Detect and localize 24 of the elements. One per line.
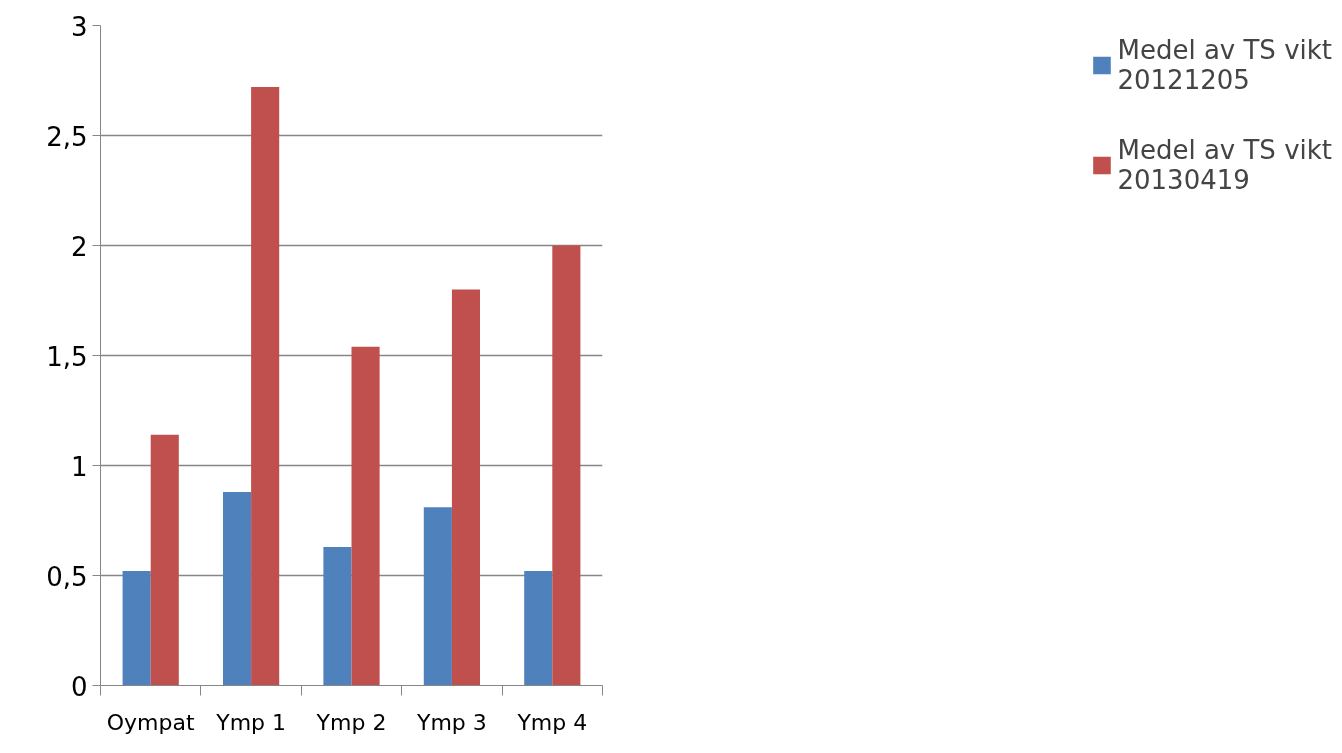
- y-tick-label: 1,5: [46, 341, 88, 372]
- bar: [423, 507, 452, 686]
- y-tick-label: 1: [70, 451, 88, 482]
- bar: [524, 571, 553, 686]
- y-tick-label: 3: [70, 11, 88, 42]
- x-tick-label: Ymp 1: [215, 709, 287, 735]
- x-tick-label: Ymp 3: [415, 709, 487, 735]
- legend-label: Medel av TS vikt 20121205: [1117, 35, 1332, 95]
- legend-label: Medel av TS vikt 20130419: [1117, 135, 1332, 195]
- bar: [351, 346, 380, 686]
- bar: [222, 491, 252, 686]
- y-tick-label: 0,5: [46, 561, 88, 592]
- bar: [451, 289, 481, 686]
- y-tick-label: 0: [70, 671, 88, 702]
- bar: [150, 434, 179, 686]
- x-tick-label: Oympat: [106, 709, 195, 735]
- bar: [122, 571, 151, 686]
- bar: [323, 546, 352, 686]
- bar: [552, 245, 581, 686]
- x-tick-label: Ymp 2: [315, 709, 387, 735]
- y-tick-label: 2,5: [46, 121, 88, 152]
- bar: [251, 87, 280, 686]
- y-tick-label: 2: [70, 231, 88, 262]
- x-tick-label: Ymp 4: [516, 709, 588, 735]
